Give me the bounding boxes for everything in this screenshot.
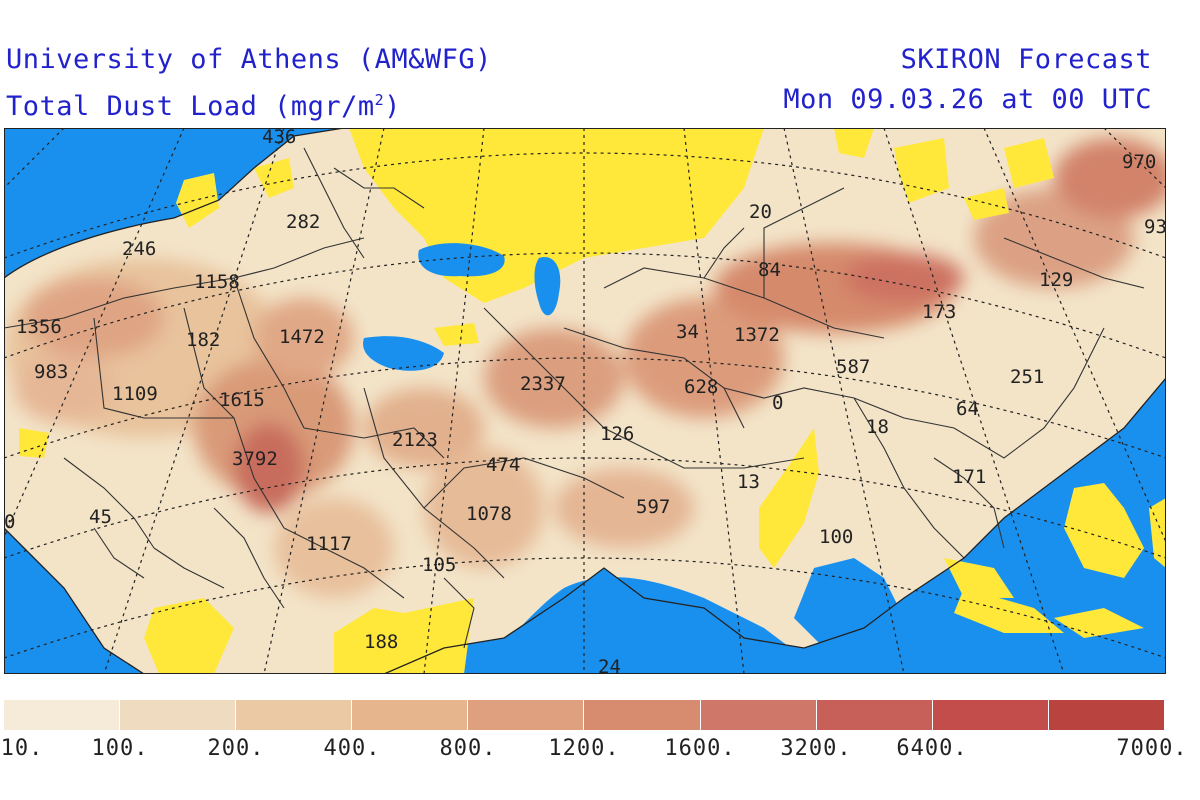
product-title-sup: 2	[374, 91, 385, 109]
map-frame	[4, 128, 1166, 674]
value-label-v-1158: 1158	[194, 271, 240, 293]
value-label-v-13: 13	[737, 471, 760, 493]
value-label-v-93: 93	[1144, 216, 1166, 238]
value-label-v-3792: 3792	[232, 448, 278, 470]
coastlines	[4, 128, 1166, 674]
value-label-v-1356: 1356	[16, 316, 62, 338]
value-label-v-246: 246	[122, 238, 156, 260]
value-label-v-129: 129	[1039, 269, 1073, 291]
value-label-v-587: 587	[836, 356, 870, 378]
legend-tick-4: 800.	[439, 736, 497, 761]
value-label-v-1117: 1117	[306, 533, 352, 555]
value-label-v-126: 126	[600, 423, 634, 445]
legend-tick-9: 7000.	[1116, 736, 1188, 761]
value-label-v-20: 20	[749, 201, 772, 223]
bay-of-bengal	[794, 558, 904, 658]
value-label-v-1372: 1372	[734, 324, 780, 346]
value-label-v-0a: 0	[4, 511, 15, 533]
legend-tick-2: 200.	[207, 736, 265, 761]
legend-swatch-2	[235, 700, 352, 730]
legend-swatch-3	[351, 700, 468, 730]
value-label-v-474: 474	[486, 454, 520, 476]
legend-tick-5: 1200.	[548, 736, 620, 761]
arabian-sea	[474, 577, 804, 674]
black-sea	[418, 243, 505, 277]
legend-swatch-0	[4, 700, 120, 730]
value-label-v-105: 105	[422, 554, 456, 576]
value-label-v-188: 188	[364, 631, 398, 653]
legend-tick-3: 400.	[323, 736, 381, 761]
value-label-v-628: 628	[684, 376, 718, 398]
value-label-v-597: 597	[636, 496, 670, 518]
legend-tick-6: 1600.	[664, 736, 736, 761]
legend-swatch-9	[1047, 700, 1164, 730]
value-labels: 246 282 436 1158 1356 182 1472 983 1109 1615 3792 2…	[4, 128, 1166, 674]
header-left: University of Athens (AM&WFG) Total Dust…	[6, 40, 492, 127]
value-label-v-1472: 1472	[279, 326, 325, 348]
product-title-main: Total Dust Load (mgr/m	[6, 91, 375, 122]
mediterranean-east	[363, 336, 444, 371]
forecast-title: SKIRON Forecast	[900, 44, 1152, 75]
forecast-date: Mon 09.03.26 at 00 UTC	[783, 84, 1152, 115]
product-title: Total Dust Load (mgr/m2)	[6, 80, 492, 127]
legend-swatch-1	[119, 700, 236, 730]
value-label-v-436: 436	[262, 128, 296, 148]
country-borders	[4, 147, 1145, 649]
value-label-v-100: 100	[819, 526, 853, 548]
value-label-v-34: 34	[676, 321, 699, 343]
legend-tick-7: 3200.	[780, 736, 852, 761]
legend-tick-1: 100.	[91, 736, 149, 761]
value-label-v-251: 251	[1010, 366, 1044, 388]
value-label-v-1078: 1078	[466, 503, 512, 525]
value-label-v-18: 18	[866, 416, 889, 438]
value-label-v-64: 64	[956, 398, 979, 420]
legend-swatch-8	[931, 700, 1048, 730]
value-label-v-282: 282	[286, 211, 320, 233]
value-label-v-171: 171	[952, 466, 986, 488]
product-title-end: )	[384, 91, 401, 122]
value-label-v-1109: 1109	[112, 383, 158, 405]
legend-tick-0: 10.	[0, 736, 44, 761]
value-label-v-24: 24	[598, 656, 621, 674]
legend-swatch-4	[467, 700, 584, 730]
value-label-v-45: 45	[89, 506, 112, 528]
legend-swatch-5	[583, 700, 700, 730]
value-label-v-970: 970	[1122, 151, 1156, 173]
legend-swatch-7	[815, 700, 932, 730]
value-label-v-0b: 0	[772, 392, 783, 414]
caspian-sea	[534, 257, 561, 316]
value-label-v-182: 182	[186, 329, 220, 351]
value-label-v-84: 84	[758, 259, 781, 281]
value-label-v-983: 983	[34, 361, 68, 383]
value-label-v-2337: 2337	[520, 373, 566, 395]
dust-shading	[4, 138, 1166, 598]
dust-map: 246 282 436 1158 1356 182 1472 983 1109 1615 3792 2…	[4, 128, 1166, 674]
color-legend	[4, 700, 1164, 730]
legend-swatch-6	[699, 700, 816, 730]
value-label-v-1615: 1615	[219, 389, 265, 411]
institution-title: University of Athens (AM&WFG)	[6, 44, 492, 75]
value-label-v-173: 173	[922, 301, 956, 323]
header-right: SKIRON Forecast Mon 09.03.26 at 00 UTC	[783, 40, 1152, 120]
legend-tick-8: 6400.	[896, 736, 968, 761]
value-label-v-2123: 2123	[392, 429, 438, 451]
